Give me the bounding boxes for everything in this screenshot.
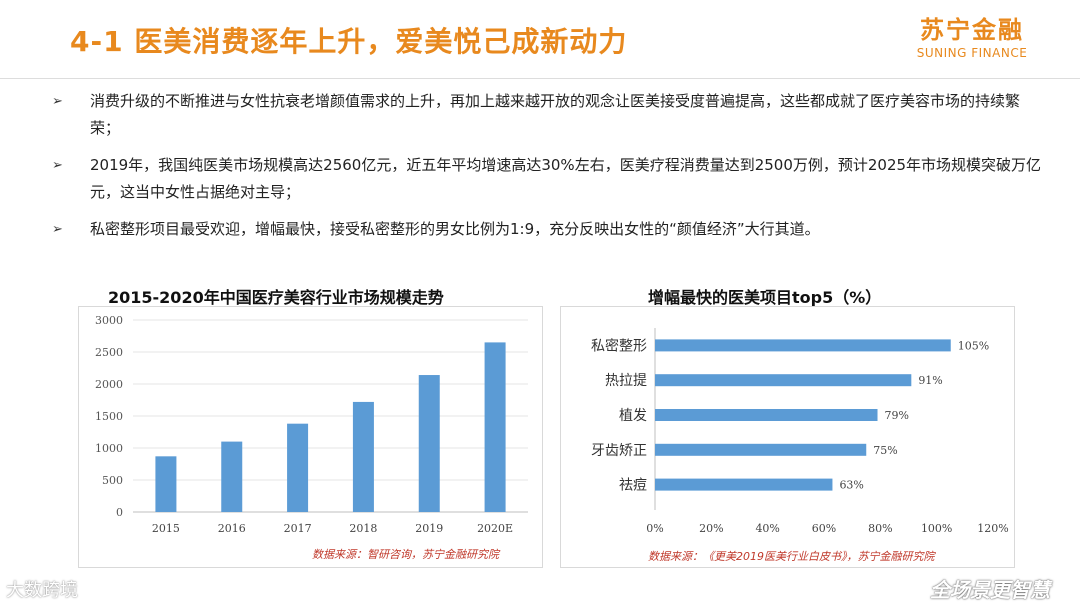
bar-植发 bbox=[655, 409, 878, 421]
bullet-item: ➢ 私密整形项目最受欢迎，增幅最快，接受私密整形的男女比例为1:9，充分反映出女… bbox=[52, 216, 1042, 243]
category-label: 热拉提 bbox=[605, 373, 647, 389]
x-tick-label: 60% bbox=[812, 522, 836, 535]
bar-私密整形 bbox=[655, 339, 951, 352]
bar-2018 bbox=[352, 401, 374, 512]
bar-牙齿矫正 bbox=[655, 443, 867, 456]
bar-2019 bbox=[418, 375, 440, 512]
x-tick-label: 2017 bbox=[284, 522, 312, 535]
x-tick-label: 2018 bbox=[349, 522, 377, 535]
bullet-item: ➢ 2019年，我国纯医美市场规模高达2560亿元，近五年平均增速高达30%左右… bbox=[52, 152, 1042, 206]
watermark-left: 大数跨境 bbox=[6, 580, 78, 601]
x-tick-label: 2016 bbox=[218, 522, 246, 535]
top5-chart-frame bbox=[560, 306, 1015, 568]
x-tick-label: 0% bbox=[646, 522, 663, 535]
category-label: 祛痘 bbox=[619, 478, 647, 494]
y-tick-label: 1500 bbox=[95, 410, 123, 423]
bullet-text: 2019年，我国纯医美市场规模高达2560亿元，近五年平均增速高达30%左右，医… bbox=[90, 156, 1042, 201]
logo-chinese-text: 苏宁金融 bbox=[920, 16, 1024, 44]
bar-2016 bbox=[221, 441, 243, 512]
y-tick-label: 2500 bbox=[95, 346, 123, 359]
bar-2017 bbox=[287, 423, 309, 512]
x-tick-label: 40% bbox=[755, 522, 779, 535]
top5-source: 数据来源：《更美2019医美行业白皮书》，苏宁金融研究院 bbox=[648, 550, 935, 563]
y-tick-label: 0 bbox=[116, 506, 123, 519]
category-label: 牙齿矫正 bbox=[591, 443, 647, 459]
bullet-item: ➢ 消费升级的不断推进与女性抗衰老增颜值需求的上升，再加上越来越开放的观念让医美… bbox=[52, 88, 1042, 142]
x-tick-label: 120% bbox=[977, 522, 1008, 535]
data-label: 79% bbox=[885, 409, 909, 422]
data-label: 63% bbox=[839, 479, 863, 492]
logo-english-text: SUNING FINANCE bbox=[916, 46, 1028, 60]
arrow-bullet-icon: ➢ bbox=[52, 94, 63, 109]
category-label: 私密整形 bbox=[591, 337, 647, 354]
top5-horizontal-bar-chart: 私密整形 105% 热拉提 91% 植发 79% 牙齿矫正 75% 祛痘 63% 0% 20% 40% 6… bbox=[591, 328, 1009, 535]
header-divider bbox=[0, 78, 1080, 79]
market-size-chart-frame bbox=[78, 306, 543, 568]
market-size-bar-chart: 0 500 1000 1500 2000 2500 3000 2015 2016 2017 2018… bbox=[95, 314, 528, 535]
x-tick-label: 2019 bbox=[415, 522, 443, 535]
bar-2020E bbox=[484, 342, 506, 512]
bullet-text: 消费升级的不断推进与女性抗衰老增颜值需求的上升，再加上越来越开放的观念让医美接受… bbox=[90, 92, 1021, 137]
top5-chart-title: 增幅最快的医美项目top5（%） bbox=[648, 288, 882, 307]
data-label: 91% bbox=[918, 374, 942, 387]
arrow-bullet-icon: ➢ bbox=[52, 222, 63, 237]
x-tick-label: 100% bbox=[921, 522, 952, 535]
data-label: 75% bbox=[873, 444, 897, 457]
x-tick-label: 2015 bbox=[152, 522, 180, 535]
x-tick-label: 2020E bbox=[477, 522, 513, 535]
slide-header: 4-1 医美消费逐年上升，爱美悦己成新动力 苏宁金融 SUNING FINANC… bbox=[0, 0, 1080, 80]
bar-2015 bbox=[155, 456, 177, 512]
y-tick-label: 500 bbox=[102, 474, 123, 487]
market-size-chart-title: 2015-2020年中国医疗美容行业市场规模走势 bbox=[108, 288, 444, 307]
data-label: 105% bbox=[958, 339, 989, 352]
slide-title: 4-1 医美消费逐年上升，爱美悦己成新动力 bbox=[70, 25, 628, 58]
bullet-text: 私密整形项目最受欢迎，增幅最快，接受私密整形的男女比例为1:9，充分反映出女性的… bbox=[90, 220, 820, 238]
watermark-right: 全场景更智慧 bbox=[930, 578, 1050, 602]
bullet-list: ➢ 消费升级的不断推进与女性抗衰老增颜值需求的上升，再加上越来越开放的观念让医美… bbox=[52, 88, 1042, 253]
y-tick-label: 3000 bbox=[95, 314, 123, 327]
y-tick-label: 2000 bbox=[95, 378, 123, 391]
bar-热拉提 bbox=[655, 374, 912, 387]
suning-finance-logo: 苏宁金融 SUNING FINANCE bbox=[902, 16, 1042, 60]
x-tick-label: 20% bbox=[699, 522, 723, 535]
bar-祛痘 bbox=[655, 478, 833, 491]
market-size-source: 数据来源：智研咨询，苏宁金融研究院 bbox=[312, 548, 499, 561]
y-tick-label: 1000 bbox=[95, 442, 123, 455]
x-tick-label: 80% bbox=[868, 522, 892, 535]
arrow-bullet-icon: ➢ bbox=[52, 158, 63, 173]
category-label: 植发 bbox=[619, 408, 647, 424]
